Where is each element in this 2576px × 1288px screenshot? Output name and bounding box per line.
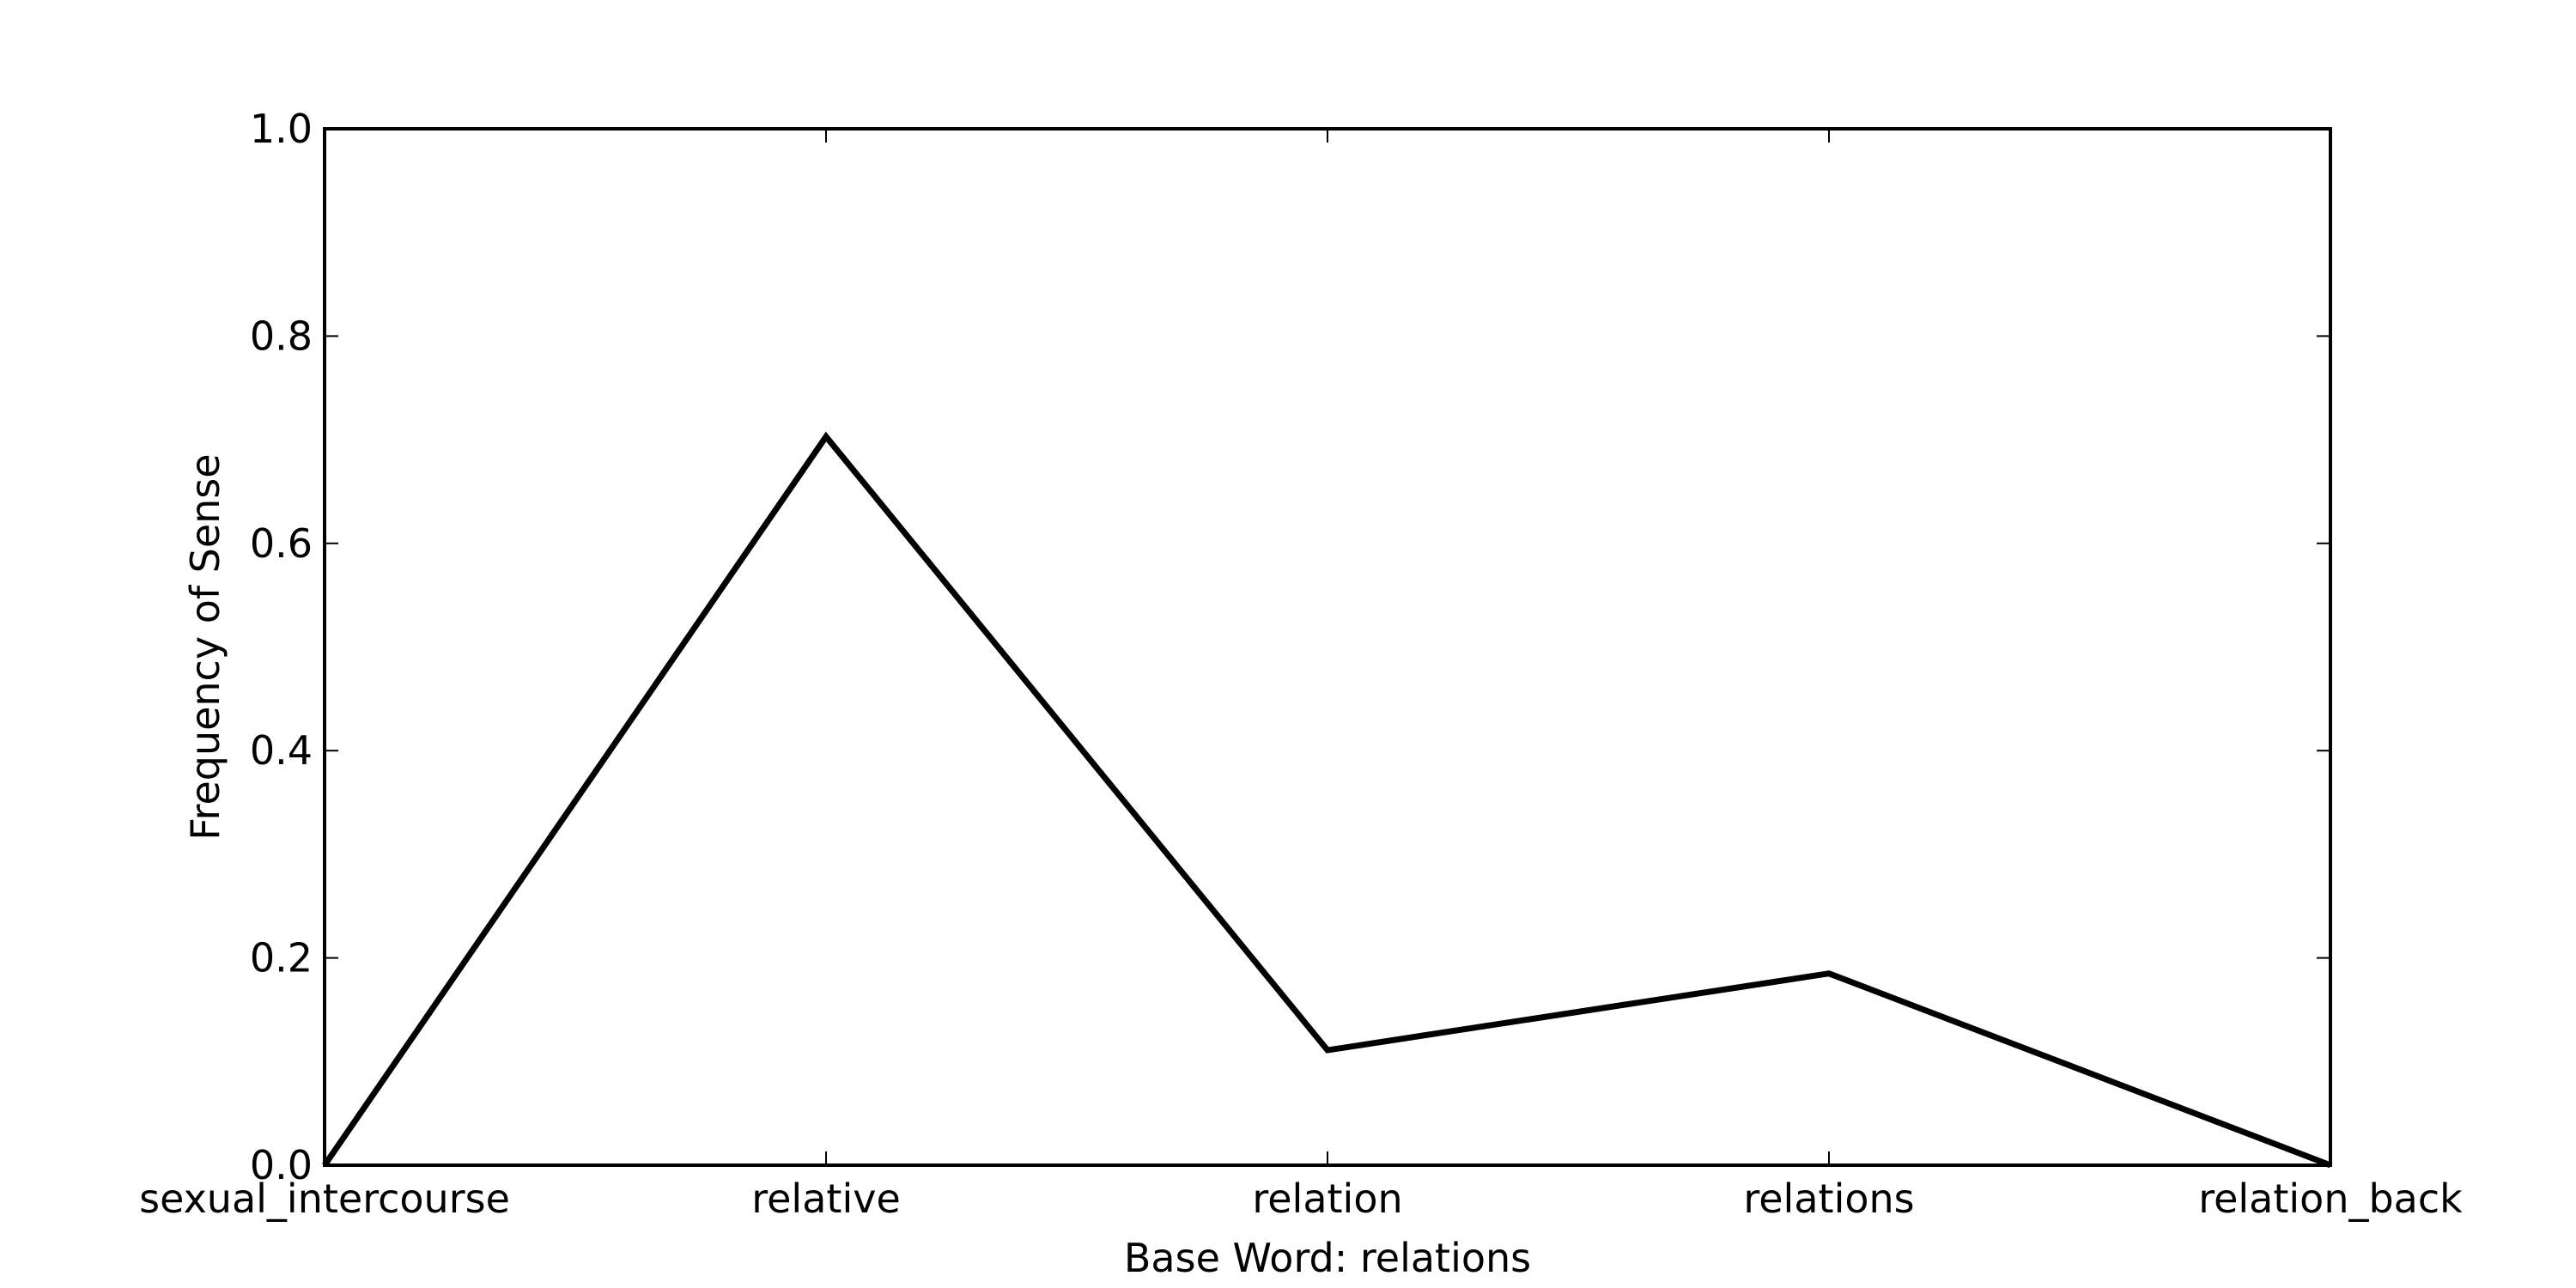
line-layer	[322, 431, 2332, 1169]
ticks-layer	[324, 128, 2331, 1166]
plot-frame	[323, 127, 2332, 1167]
x-tick-label: relative	[751, 1176, 901, 1222]
series-line	[322, 431, 2332, 1169]
y-tick-label: 1.0	[250, 106, 313, 152]
labels-layer: sexual_intercourse relative relation relati…	[139, 106, 2463, 1222]
x-tick-label: relations	[1743, 1176, 1914, 1222]
y-tick-label: 0.0	[250, 1142, 313, 1188]
y-tick-label: 0.4	[250, 727, 313, 774]
x-axis-label: Base Word: relations	[1124, 1235, 1531, 1281]
y-tick-label: 0.2	[250, 935, 313, 981]
y-tick-label: 0.8	[250, 313, 313, 359]
y-axis-label: Frequency of Sense	[182, 453, 228, 840]
y-tick-label: 0.6	[250, 520, 313, 567]
x-tick-label: sexual_intercourse	[139, 1176, 510, 1222]
x-tick-label: relation	[1252, 1176, 1402, 1222]
x-tick-label: relation_back	[2198, 1176, 2463, 1222]
